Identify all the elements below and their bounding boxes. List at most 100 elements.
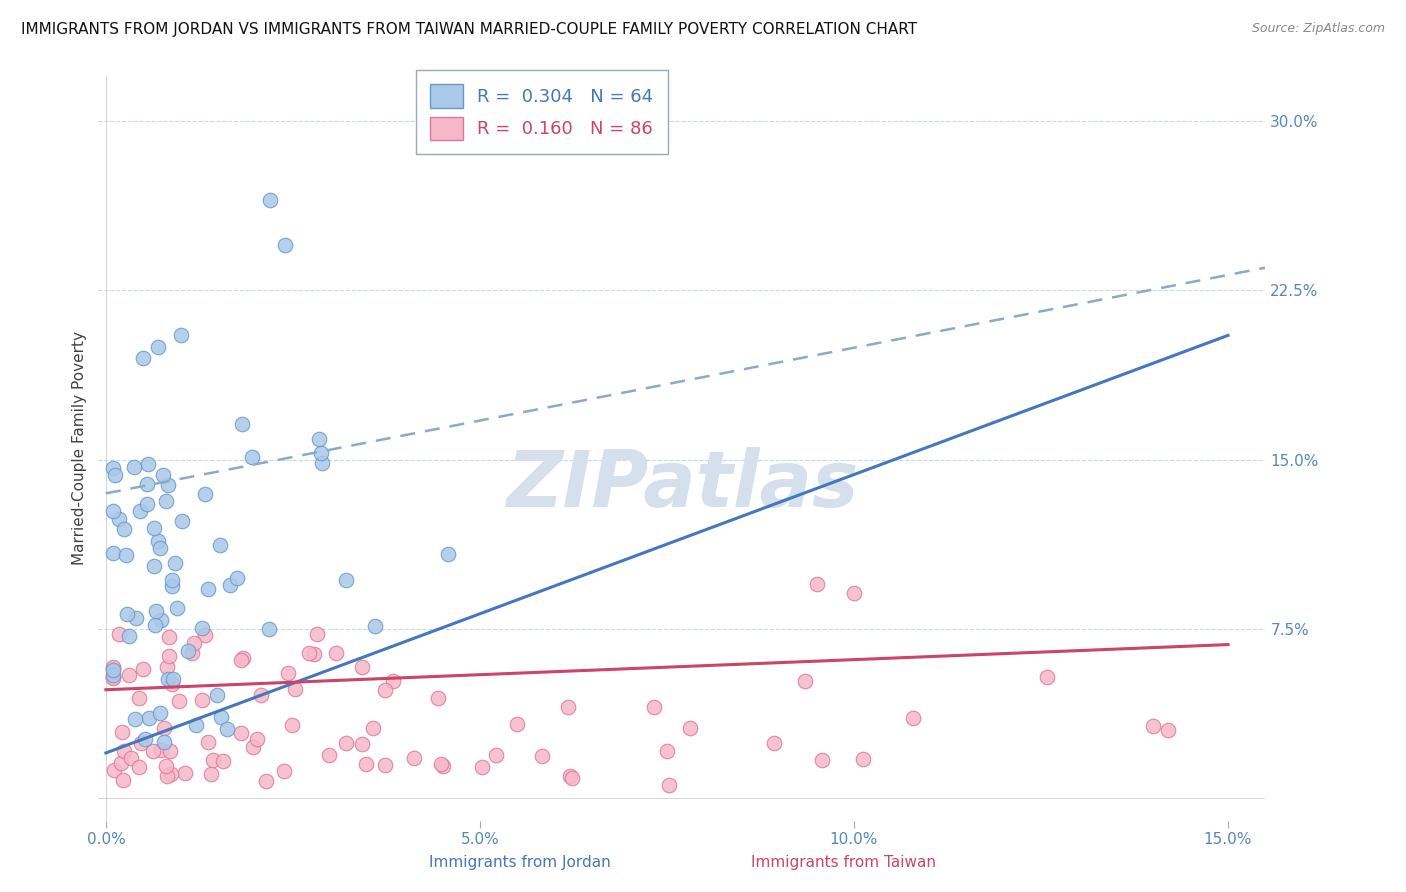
Point <box>103 670 125 684</box>
Point <box>103 668 125 682</box>
Point <box>138 711 160 725</box>
Point <box>159 744 181 758</box>
Point <box>806 576 828 591</box>
Point <box>128 504 150 518</box>
Point <box>354 756 377 771</box>
Point <box>437 547 460 561</box>
Point <box>364 619 387 633</box>
Point <box>231 417 253 432</box>
Point <box>374 683 396 698</box>
Point <box>108 627 131 641</box>
Point <box>190 693 212 707</box>
Text: Immigrants from Taiwan: Immigrants from Taiwan <box>751 855 936 870</box>
Point <box>111 724 134 739</box>
Point <box>186 718 208 732</box>
Point <box>157 672 180 686</box>
Point <box>136 497 159 511</box>
Text: Source: ZipAtlas.com: Source: ZipAtlas.com <box>1251 22 1385 36</box>
Point <box>335 736 357 750</box>
Point <box>172 514 194 528</box>
Point <box>250 688 273 702</box>
Point <box>335 573 357 587</box>
Text: Immigrants from Jordan: Immigrants from Jordan <box>429 855 612 870</box>
Point <box>165 556 187 570</box>
Point <box>170 328 193 343</box>
Point <box>117 607 139 622</box>
Point <box>281 718 304 732</box>
Point <box>153 734 176 748</box>
Point <box>150 743 173 757</box>
Point <box>231 726 253 740</box>
Point <box>901 711 924 725</box>
Point <box>103 461 125 475</box>
Point <box>643 699 665 714</box>
Point <box>103 763 125 777</box>
Point <box>430 757 453 772</box>
Point <box>160 767 183 781</box>
Text: ZIPatlas: ZIPatlas <box>506 448 858 524</box>
Point <box>107 512 129 526</box>
Point <box>205 688 228 702</box>
Point <box>374 758 396 772</box>
Point <box>211 754 233 768</box>
Legend: R =  0.304   N = 64, R =  0.160   N = 86: R = 0.304 N = 64, R = 0.160 N = 86 <box>416 70 668 154</box>
Point <box>561 772 583 786</box>
Point <box>128 760 150 774</box>
Point <box>124 711 146 725</box>
Point <box>111 773 134 788</box>
Point <box>135 477 157 491</box>
Point <box>191 621 214 635</box>
Point <box>156 768 179 782</box>
Point <box>150 613 173 627</box>
Point <box>142 521 165 535</box>
Point <box>679 721 702 735</box>
Point <box>208 538 231 552</box>
Point <box>655 744 678 758</box>
Point <box>167 694 190 708</box>
Point <box>197 735 219 749</box>
Point <box>146 533 169 548</box>
Point <box>1142 719 1164 733</box>
Point <box>793 674 815 689</box>
Point <box>103 659 125 673</box>
Point <box>110 756 132 770</box>
Point <box>284 681 307 696</box>
Point <box>103 661 125 675</box>
Point <box>259 193 281 207</box>
Point <box>132 351 155 365</box>
Point <box>471 760 494 774</box>
Point <box>240 450 263 464</box>
Point <box>763 736 786 750</box>
Y-axis label: Married-Couple Family Poverty: Married-Couple Family Poverty <box>72 331 87 566</box>
Point <box>181 646 204 660</box>
Point <box>277 665 299 680</box>
Point <box>118 629 141 643</box>
Point <box>361 721 384 735</box>
Point <box>162 672 184 686</box>
Point <box>201 753 224 767</box>
Point <box>350 660 373 674</box>
Point <box>274 238 297 252</box>
Point <box>145 604 167 618</box>
Point <box>209 710 232 724</box>
Point <box>148 340 170 354</box>
Point <box>560 769 582 783</box>
Point <box>506 717 529 731</box>
Point <box>254 774 277 789</box>
Point <box>658 778 681 792</box>
Point <box>557 700 579 714</box>
Point <box>1157 723 1180 738</box>
Point <box>157 630 180 644</box>
Point <box>125 611 148 625</box>
Point <box>118 667 141 681</box>
Point <box>103 671 125 685</box>
Point <box>200 767 222 781</box>
Point <box>132 662 155 676</box>
Point <box>309 446 332 460</box>
Point <box>231 653 253 667</box>
Point <box>156 659 179 673</box>
Point <box>226 571 249 585</box>
Point <box>152 721 174 735</box>
Point <box>155 759 177 773</box>
Point <box>531 749 554 764</box>
